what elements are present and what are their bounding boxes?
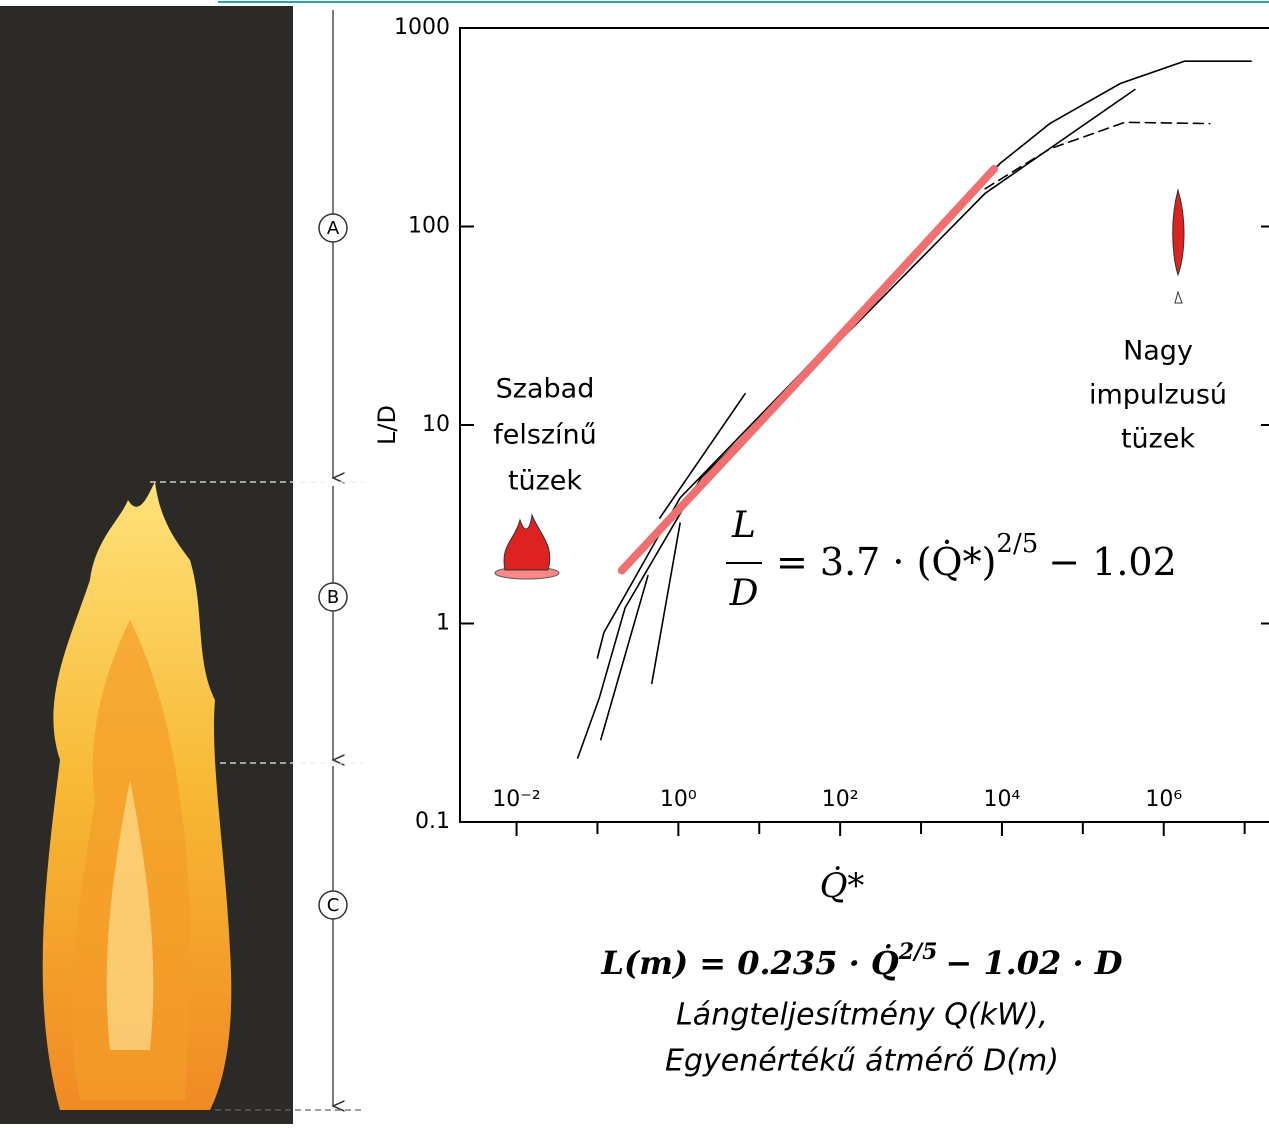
equation-tail: − 1.02 — [1048, 540, 1177, 584]
zone-label: A — [327, 218, 340, 239]
formula-note: Lángteljesítmény Q(kW), — [676, 998, 1048, 1033]
x-tick-label: 10⁰ — [660, 787, 697, 812]
annotation: felszínű — [493, 420, 597, 451]
series-line — [659, 392, 746, 519]
y-tick-label: 0.1 — [415, 809, 450, 834]
annotation: Szabad — [496, 374, 595, 405]
x-tick-label: 10² — [822, 787, 859, 812]
annotation: tüzek — [508, 466, 582, 497]
zone-marker — [318, 213, 348, 243]
y-tick-label: 10 — [422, 412, 450, 437]
series-line — [984, 121, 1211, 190]
equation-denominator: D — [729, 573, 759, 614]
equation-exponent: 2/5 — [996, 529, 1038, 559]
formula-exponent: 2/5 — [898, 939, 938, 965]
formula-tail: − 1.02 · D — [945, 944, 1122, 982]
formula-note: Egyenértékű átmérő D(m) — [665, 1044, 1059, 1079]
y-tick-label: 1000 — [394, 15, 450, 40]
series-line — [617, 164, 999, 575]
x-tick-label: 10⁻² — [492, 787, 540, 812]
flame — [42, 482, 232, 1110]
x-tick-label: 10⁶ — [1145, 787, 1182, 812]
annotation: Nagy — [1123, 336, 1193, 367]
zone-marker — [318, 890, 348, 920]
y-tick-label: 100 — [408, 214, 450, 239]
equation-numerator: L — [731, 505, 756, 546]
equation-rhs: = 3.7 · (Q̇*) — [776, 540, 996, 584]
zone-marker — [318, 582, 348, 612]
jet-fire-icon — [1172, 188, 1185, 304]
series-line — [651, 522, 681, 685]
zone-arrows — [150, 10, 365, 1110]
annotation: impulzusú — [1089, 380, 1227, 411]
x-axis-label: Q̇* — [820, 866, 865, 906]
x-tick-label: 10⁴ — [984, 787, 1021, 812]
series-line — [576, 88, 1136, 759]
zone-label: C — [327, 895, 340, 916]
y-axis-label: L/D — [373, 405, 401, 445]
equation: = 3.7 · (Q̇*)2/5 − 1.02 — [776, 529, 1177, 584]
y-tick-label: 1 — [436, 611, 450, 636]
formula: L(m) = 0.235 · Q̇2/5 − 1.02 · D — [601, 939, 1123, 982]
formula-main: L(m) = 0.235 · Q̇ — [601, 944, 899, 982]
series-line — [600, 575, 649, 741]
annotation: tüzek — [1121, 424, 1195, 455]
surface-fire-icon — [494, 513, 560, 580]
zone-label: B — [327, 587, 339, 608]
